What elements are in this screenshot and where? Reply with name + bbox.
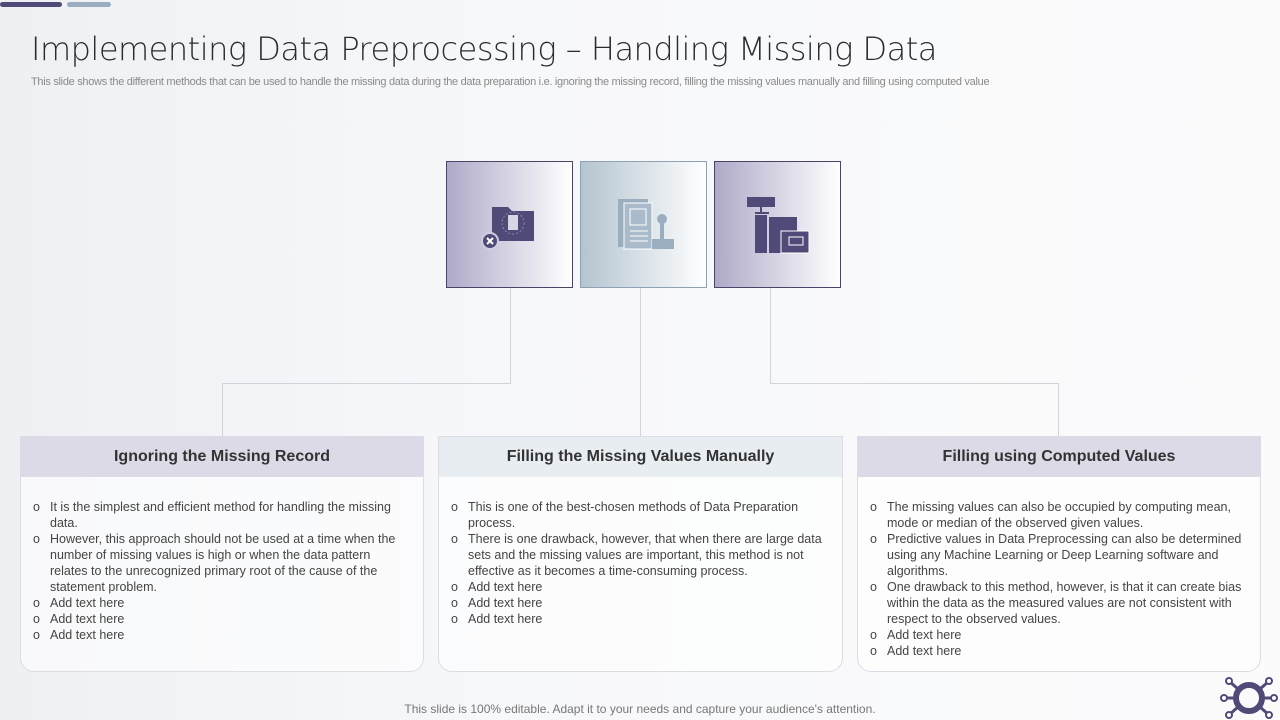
card-header: Filling the Missing Values Manually xyxy=(439,437,842,477)
folder-delete-icon xyxy=(480,206,534,250)
bullet-item: Add text here xyxy=(870,627,1243,643)
bullet-item: There is one drawback, however, that whe… xyxy=(451,531,829,579)
icon-box-2 xyxy=(580,161,707,288)
page-subtitle: This slide shows the different methods t… xyxy=(31,76,990,88)
card-header: Ignoring the Missing Record xyxy=(21,437,423,477)
icon-box-3 xyxy=(714,161,841,288)
bullet-item: Add text here xyxy=(870,643,1243,659)
network-gear-icon xyxy=(1220,677,1278,719)
footer-note: This slide is 100% editable. Adapt it to… xyxy=(404,702,876,716)
bullet-item: It is the simplest and efficient method … xyxy=(33,499,411,531)
connector-line xyxy=(770,288,771,383)
bullet-item: Add text here xyxy=(33,627,411,643)
bullet-item: Predictive values in Data Preprocessing … xyxy=(870,531,1243,579)
method-card-computed: Filling using Computed Values The missin… xyxy=(857,436,1261,672)
method-card-manual: Filling the Missing Values Manually This… xyxy=(438,436,843,672)
method-card-ignoring: Ignoring the Missing Record It is the si… xyxy=(20,436,424,672)
bullet-item: Add text here xyxy=(451,611,829,627)
bullet-item: One drawback to this method, however, is… xyxy=(870,579,1243,627)
document-tools-icon xyxy=(617,198,674,249)
bullet-item: Add text here xyxy=(451,595,829,611)
connector-line xyxy=(770,383,1059,384)
connector-line xyxy=(222,383,223,436)
bullet-item: Add text here xyxy=(33,595,411,611)
bullet-item: This is one of the best-chosen methods o… xyxy=(451,499,829,531)
bullet-item: However, this approach should not be use… xyxy=(33,531,411,595)
data-storage-icon xyxy=(746,196,809,253)
connector-line xyxy=(1058,383,1059,436)
accent-bar-secondary xyxy=(67,2,111,7)
connector-line xyxy=(640,288,641,436)
page-title: Implementing Data Preprocessing – Handli… xyxy=(31,30,937,68)
bullet-item: Add text here xyxy=(451,579,829,595)
bullet-item: Add text here xyxy=(33,611,411,627)
accent-bar xyxy=(0,2,62,7)
icon-box-1 xyxy=(446,161,573,288)
bullet-item: The missing values can also be occupied … xyxy=(870,499,1243,531)
connector-line xyxy=(222,383,511,384)
card-header: Filling using Computed Values xyxy=(858,437,1260,477)
connector-line xyxy=(510,288,511,383)
